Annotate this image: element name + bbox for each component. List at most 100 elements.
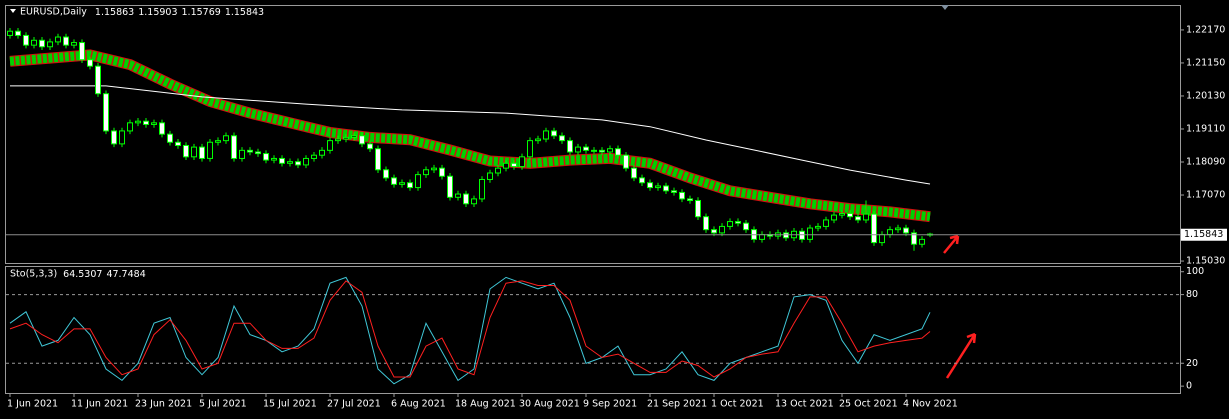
candle-body xyxy=(207,141,213,159)
candle-body xyxy=(575,146,581,153)
candle-body xyxy=(375,148,381,171)
candle-body xyxy=(95,65,101,95)
candle-body xyxy=(343,136,349,140)
candle-body xyxy=(119,130,125,145)
arrow-annotation xyxy=(945,332,977,379)
candle-body xyxy=(415,174,421,189)
candle-body xyxy=(663,185,669,192)
candle-body xyxy=(919,238,925,245)
y-tick-label: 1.18090 xyxy=(1186,157,1225,168)
candle-body xyxy=(719,225,725,234)
candle-body xyxy=(319,149,325,156)
candle-body xyxy=(735,221,741,224)
y-tick-label: 1.20130 xyxy=(1186,90,1225,101)
candle-body xyxy=(631,167,637,179)
x-tick-label: 18 Aug 2021 xyxy=(455,399,516,410)
candle-body xyxy=(295,161,301,166)
candle-body xyxy=(383,169,389,179)
candle-body xyxy=(599,149,605,153)
candle-body xyxy=(199,146,205,159)
x-tick-label: 13 Oct 2021 xyxy=(775,399,834,410)
candle-body xyxy=(903,227,909,234)
candle-body xyxy=(799,230,805,240)
x-tick-label: 25 Oct 2021 xyxy=(839,399,898,410)
candle-body xyxy=(391,177,397,185)
candle-body xyxy=(839,212,845,216)
candle-body xyxy=(87,59,93,67)
candle-body xyxy=(7,30,13,36)
candle-body xyxy=(711,229,717,234)
oscillator-panel-border xyxy=(5,266,1181,394)
y2-tick-label: 0 xyxy=(1186,381,1192,392)
oscillator-readings: 64.5307 47.7484 xyxy=(63,269,146,280)
candle-body xyxy=(535,138,541,142)
oscillator-title: Sto(5,3,3) xyxy=(10,269,57,280)
candle-body xyxy=(223,135,229,142)
candle-body xyxy=(327,140,333,151)
y2-tick-label: 100 xyxy=(1186,266,1204,277)
candle-body xyxy=(143,120,149,125)
candle-body xyxy=(759,234,765,240)
candle-body xyxy=(447,175,453,198)
candle-body xyxy=(15,30,21,36)
y-tick-label: 1.21150 xyxy=(1186,57,1225,68)
candle-body xyxy=(519,156,525,168)
y2-tick-label: 80 xyxy=(1186,289,1198,300)
candle-body xyxy=(23,34,29,46)
oscillator-reading: 64.5307 xyxy=(63,269,102,280)
candle-body xyxy=(895,227,901,231)
x-tick-label: 1 Oct 2021 xyxy=(711,399,764,410)
candle-body xyxy=(559,135,565,142)
arrow-annotation xyxy=(943,234,960,254)
candle-body xyxy=(471,198,477,205)
candle-body xyxy=(543,130,549,140)
oscillator-line xyxy=(9,276,931,385)
candle-body xyxy=(463,193,469,205)
candle-body xyxy=(239,149,245,159)
candle-body xyxy=(367,143,373,150)
ohlc-value: 1.15843 xyxy=(225,7,264,18)
candle-body xyxy=(31,39,37,46)
candle-body xyxy=(455,193,461,198)
candle-body xyxy=(287,161,293,164)
moving-average xyxy=(10,85,931,185)
candle-body xyxy=(191,146,197,158)
candle-body xyxy=(279,157,285,164)
candle-body xyxy=(583,146,589,151)
candle-body xyxy=(399,182,405,185)
candle-body xyxy=(855,216,861,221)
last-price-box xyxy=(1181,228,1227,241)
x-tick-label: 1 Jun 2021 xyxy=(7,399,58,410)
candle-body xyxy=(47,41,53,48)
candle-body xyxy=(215,140,221,143)
candle-body xyxy=(671,190,677,193)
candle-body xyxy=(567,140,573,153)
candle-body xyxy=(167,133,173,143)
candle-body xyxy=(727,221,733,227)
candle-body xyxy=(551,130,557,137)
candle-body xyxy=(655,185,661,189)
y2-tick-label: 20 xyxy=(1186,358,1198,369)
main-panel-border xyxy=(5,5,1181,264)
candle-body xyxy=(423,169,429,176)
collapse-icon[interactable] xyxy=(10,9,16,13)
y-tick-label: 1.22170 xyxy=(1186,24,1225,35)
y-tick-label: 1.19110 xyxy=(1186,123,1225,134)
shift-marker[interactable] xyxy=(941,5,949,10)
candle-body xyxy=(263,153,269,161)
ribbon-fill xyxy=(9,50,931,222)
x-tick-label: 27 Jul 2021 xyxy=(327,399,381,410)
candle-body xyxy=(111,130,117,145)
x-tick-label: 30 Aug 2021 xyxy=(519,399,580,410)
candle-body xyxy=(407,182,413,189)
y-tick-label: 1.17070 xyxy=(1186,190,1225,201)
candle-body xyxy=(879,234,885,244)
candle-body xyxy=(431,167,437,171)
x-tick-label: 21 Sep 2021 xyxy=(647,399,707,410)
candle-body xyxy=(151,122,157,125)
candle-body xyxy=(511,162,517,168)
ohlc-readings: 1.15863 1.15903 1.15769 1.15843 xyxy=(95,7,264,18)
x-tick-label: 15 Jul 2021 xyxy=(263,399,317,410)
